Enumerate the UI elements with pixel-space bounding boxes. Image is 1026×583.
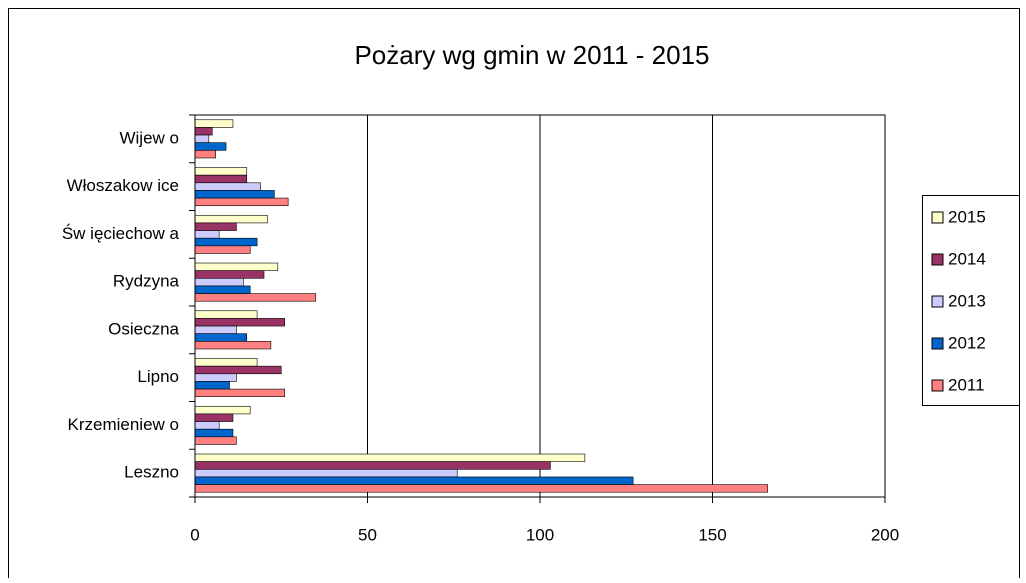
y-tick-label: Krzemieniew o (68, 415, 180, 434)
bar (194, 358, 258, 367)
legend-label: 2015 (948, 207, 986, 226)
legend-swatch (931, 253, 944, 266)
legend-label: 2011 (948, 375, 985, 394)
bar (194, 436, 237, 445)
bar (194, 150, 217, 159)
x-tick-label: 100 (526, 525, 554, 544)
bar (194, 262, 279, 271)
bar (194, 365, 282, 375)
legend-label: 2012 (948, 333, 986, 352)
bar (194, 484, 769, 493)
bar (194, 174, 248, 184)
bar (194, 142, 227, 151)
bar (194, 119, 234, 128)
bar (194, 381, 230, 390)
bar (194, 167, 248, 176)
x-tick-label: 50 (358, 525, 377, 544)
x-tick-label: 200 (871, 525, 899, 544)
y-tick-label: Włoszakow ice (67, 176, 179, 195)
bar (194, 453, 586, 462)
bar (194, 285, 251, 294)
chart-title: Pożary wg gmin w 2011 - 2015 (354, 40, 709, 70)
bar (194, 461, 551, 470)
bar (194, 405, 251, 415)
bar (194, 469, 458, 478)
y-tick-label: Lipno (137, 367, 179, 386)
y-tick-label: Św ięciechow a (62, 224, 180, 243)
bar (194, 270, 265, 279)
bar (194, 214, 268, 224)
y-tick-label: Leszno (124, 463, 179, 482)
y-tick-label: Osieczna (108, 319, 179, 338)
bar (194, 222, 237, 231)
bar (194, 341, 272, 350)
bar (194, 190, 275, 199)
bar (194, 278, 244, 287)
bar (194, 134, 210, 143)
bar (194, 127, 213, 136)
legend-label: 2013 (948, 291, 986, 310)
y-tick-label: Wijew o (119, 128, 179, 147)
legend-swatch (931, 379, 944, 392)
bar (194, 310, 258, 319)
legend-swatch (931, 295, 944, 308)
y-tick-label: Rydzyna (113, 272, 180, 291)
bar (194, 333, 248, 342)
bar (194, 182, 261, 191)
bar (194, 388, 285, 398)
legend-swatch (931, 211, 944, 224)
bar (194, 413, 234, 422)
bar (194, 230, 220, 239)
bar (194, 237, 258, 247)
chart-frame (8, 8, 1020, 583)
x-tick-label: 150 (698, 525, 726, 544)
legend-label: 2014 (948, 249, 986, 268)
bar (194, 318, 285, 327)
legend-swatch (931, 337, 944, 350)
bar (194, 421, 220, 430)
bar (194, 428, 234, 438)
plot-area (194, 114, 886, 498)
bar (194, 293, 317, 302)
x-tick-label: 0 (190, 525, 199, 544)
bar (194, 373, 237, 382)
bar (194, 476, 634, 485)
bar (194, 325, 237, 334)
bar (194, 245, 251, 254)
bar (194, 197, 289, 207)
